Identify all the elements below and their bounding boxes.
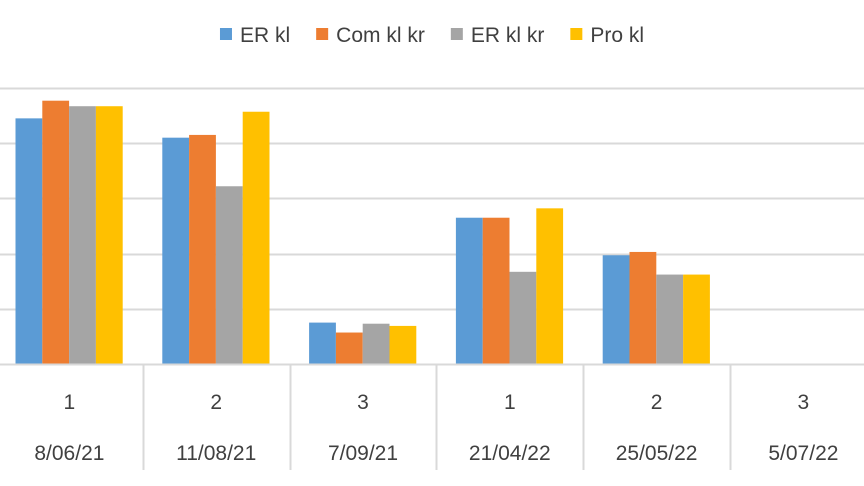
bar-4-1 [629,251,657,364]
x-axis: 1 8/06/21 2 11/08/21 3 7/09/21 1 21/04/22 2 25/05… [0,363,864,470]
bar-1-1 [189,134,216,364]
tick-label-date: 21/04/22 [469,442,551,465]
bar-3-3 [536,208,564,364]
legend-swatch [450,28,463,40]
gridlines [0,87,864,311]
tick-label-date: 11/08/21 [176,442,256,465]
bar-2-0 [309,322,336,364]
legend-swatch [219,28,232,40]
tick-label-top: 3 [357,391,369,414]
tick-label-top: 3 [798,391,810,414]
tick-label-date: 5/07/22 [768,442,838,465]
tick-label-date: 7/09/21 [328,442,398,465]
bar-3-2 [509,271,537,364]
tick-label-top: 1 [504,391,516,414]
tick-label-top: 2 [210,391,222,414]
legend-label: Com kl kr [336,24,425,47]
bar-1-0 [162,137,190,364]
bar-1-3 [242,111,270,365]
legend-label: Pro kl [590,24,644,47]
legend: ER kl Com kl kr ER kl kr Pro kl [219,24,644,47]
bar-2-2 [362,323,390,364]
bar-4-3 [683,274,710,364]
legend-label: ER kl [240,24,290,47]
bar-0-3 [95,106,123,364]
tick-label-date: 25/05/22 [616,442,698,465]
tick-label-top: 1 [64,391,76,414]
legend-swatch [570,28,583,40]
bar-2-1 [335,332,363,364]
bar-0-2 [69,106,96,364]
tick-label-top: 2 [651,391,663,414]
bar-3-0 [455,217,483,364]
bar-0-1 [42,100,70,365]
bar-0-0 [15,118,43,364]
legend-item: Com kl kr [316,24,425,47]
tick-label-date: 8/06/21 [34,442,104,465]
legend-item: Pro kl [570,24,644,47]
bar-3-1 [482,217,510,364]
bar-1-2 [215,186,243,364]
legend-item: ER kl [219,24,290,47]
legend-swatch [316,28,329,40]
bar-4-2 [656,274,684,364]
bar-4-0 [602,255,630,364]
bar-2-3 [389,325,417,364]
legend-item: ER kl kr [450,24,545,47]
legend-label: ER kl kr [471,24,545,47]
bars [15,100,710,365]
